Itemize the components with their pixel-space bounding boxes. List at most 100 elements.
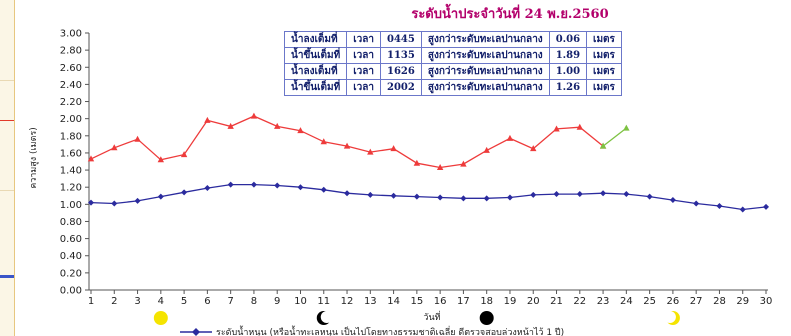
x-tick-label: 10 <box>294 296 307 307</box>
data-point <box>600 190 607 197</box>
data-point <box>367 148 374 155</box>
data-point <box>274 122 281 129</box>
y-axis-label: ความสูง (เมตร) <box>29 127 39 189</box>
data-point <box>693 200 700 207</box>
data-point <box>553 191 560 198</box>
panel-red-marker <box>0 120 14 121</box>
data-point <box>646 193 653 200</box>
tide-cell: สูงกว่าระดับทะเลปานกลาง <box>420 79 550 96</box>
x-tick-label: 16 <box>434 296 447 307</box>
y-tick-label: 2.60 <box>60 63 82 74</box>
data-point <box>157 193 164 200</box>
tide-cell: น้ำขึ้นเต็มที่ <box>283 47 348 64</box>
tide-cell: 1135 <box>380 47 422 64</box>
x-tick-label: 7 <box>227 296 233 307</box>
tide-cell: 2002 <box>380 79 422 96</box>
data-point <box>157 156 165 163</box>
x-axis-ticks: 1 2 3 4 5 6 7 8 9 10 11 12 13 14 15 16 17 18 19 20 21 22 23 24 2… <box>88 290 772 307</box>
tide-cell: สูงกว่าระดับทะเลปานกลาง <box>420 47 550 64</box>
tide-cell: 1626 <box>380 63 422 80</box>
data-point <box>297 127 304 134</box>
x-tick-label: 11 <box>317 296 330 307</box>
series-2-line <box>90 183 767 211</box>
data-point <box>669 197 676 204</box>
tide-times-table: น้ำลงเต็มที่ เวลา 0445 สูงกว่าระดับทะเลปานก… <box>283 31 622 96</box>
data-point <box>413 159 421 166</box>
y-tick-label: 2.40 <box>60 80 82 91</box>
data-point <box>530 191 537 198</box>
crescent-moon-yellow-icon <box>663 311 680 325</box>
tide-cell: เมตร <box>586 47 622 64</box>
x-tick-label: 17 <box>457 296 470 307</box>
tide-row: น้ำขึ้นเต็มที่ เวลา 2002 สูงกว่าระดับทะเลปา… <box>283 79 622 96</box>
data-point <box>553 125 560 132</box>
chart-series <box>87 112 769 213</box>
y-tick-label: 3.00 <box>60 29 82 40</box>
data-point <box>390 145 397 152</box>
x-tick-label: 26 <box>667 296 680 307</box>
data-point <box>437 194 444 201</box>
moon-shape <box>479 311 494 325</box>
tide-cell: เวลา <box>346 79 381 96</box>
data-point <box>320 138 327 145</box>
x-tick-label: 20 <box>527 296 540 307</box>
tide-row: น้ำลงเต็มที่ เวลา 0445 สูงกว่าระดับทะเลปานก… <box>283 31 622 48</box>
legend-marker <box>192 328 200 336</box>
x-tick-label: 22 <box>573 296 586 307</box>
x-tick-label: 9 <box>274 296 280 307</box>
data-point <box>506 194 513 201</box>
tide-cell: เวลา <box>346 47 381 64</box>
data-point <box>297 184 304 191</box>
y-tick-label: 0.80 <box>60 217 82 228</box>
data-point <box>436 163 444 170</box>
data-point <box>576 123 583 130</box>
tide-row: น้ำลงเต็มที่ เวลา 1626 สูงกว่าระดับทะเลปานก… <box>283 63 622 80</box>
legend-label: ระดับน้ำหนุน (หรือน้ำทะเลหนุน เป็นไปโดยท… <box>216 325 564 336</box>
data-point <box>88 199 94 206</box>
data-point <box>483 195 490 202</box>
y-tick-label: 0.00 <box>60 286 82 297</box>
tide-cell: เมตร <box>586 79 622 96</box>
data-point <box>250 181 257 188</box>
data-point <box>181 189 188 196</box>
x-tick-label: 6 <box>204 296 210 307</box>
tide-cell: เวลา <box>346 63 381 80</box>
data-point <box>763 203 769 210</box>
series-0-line <box>90 115 604 169</box>
x-tick-label: 29 <box>736 296 749 307</box>
x-tick-label: 28 <box>713 296 726 307</box>
x-tick-label: 27 <box>690 296 703 307</box>
x-tick-label: 3 <box>134 296 140 307</box>
y-axis-ticks: 0.00 0.20 0.40 0.60 0.80 1.00 1.20 1.40 1.60 1.80… <box>60 29 89 297</box>
y-tick-label: 1.80 <box>60 131 82 142</box>
tide-cell: 1.89 <box>548 47 588 64</box>
tide-cell: น้ำลงเต็มที่ <box>283 31 348 48</box>
tide-cell: 0.06 <box>548 31 588 48</box>
data-point <box>111 200 118 207</box>
full-moon-yellow-icon <box>153 311 168 325</box>
legend: ระดับน้ำหนุน (หรือน้ำทะเลหนุน เป็นไปโดยท… <box>180 325 564 336</box>
data-point <box>227 181 234 188</box>
data-point <box>250 112 258 119</box>
tide-cell: สูงกว่าระดับทะเลปานกลาง <box>420 63 550 80</box>
x-tick-label: 12 <box>341 296 354 307</box>
x-tick-label: 25 <box>643 296 656 307</box>
data-point <box>134 135 141 142</box>
tide-row: น้ำขึ้นเต็มที่ เวลา 1135 สูงกว่าระดับทะเลปา… <box>283 47 622 64</box>
crescent-moon-icon <box>316 311 333 325</box>
panel-divider <box>0 190 14 191</box>
data-point <box>180 151 188 158</box>
moon-phase-icons <box>153 311 680 325</box>
data-point <box>530 145 537 152</box>
data-point <box>599 142 607 149</box>
x-tick-label: 8 <box>251 296 257 307</box>
data-point <box>344 190 351 197</box>
x-tick-label: 13 <box>364 296 377 307</box>
y-tick-label: 2.00 <box>60 114 82 125</box>
new-moon-icon <box>479 311 494 325</box>
x-tick-label: 15 <box>410 296 423 307</box>
x-tick-label: 18 <box>480 296 493 307</box>
data-point <box>111 144 118 151</box>
tide-cell: 1.00 <box>548 63 588 80</box>
data-point <box>204 185 211 192</box>
